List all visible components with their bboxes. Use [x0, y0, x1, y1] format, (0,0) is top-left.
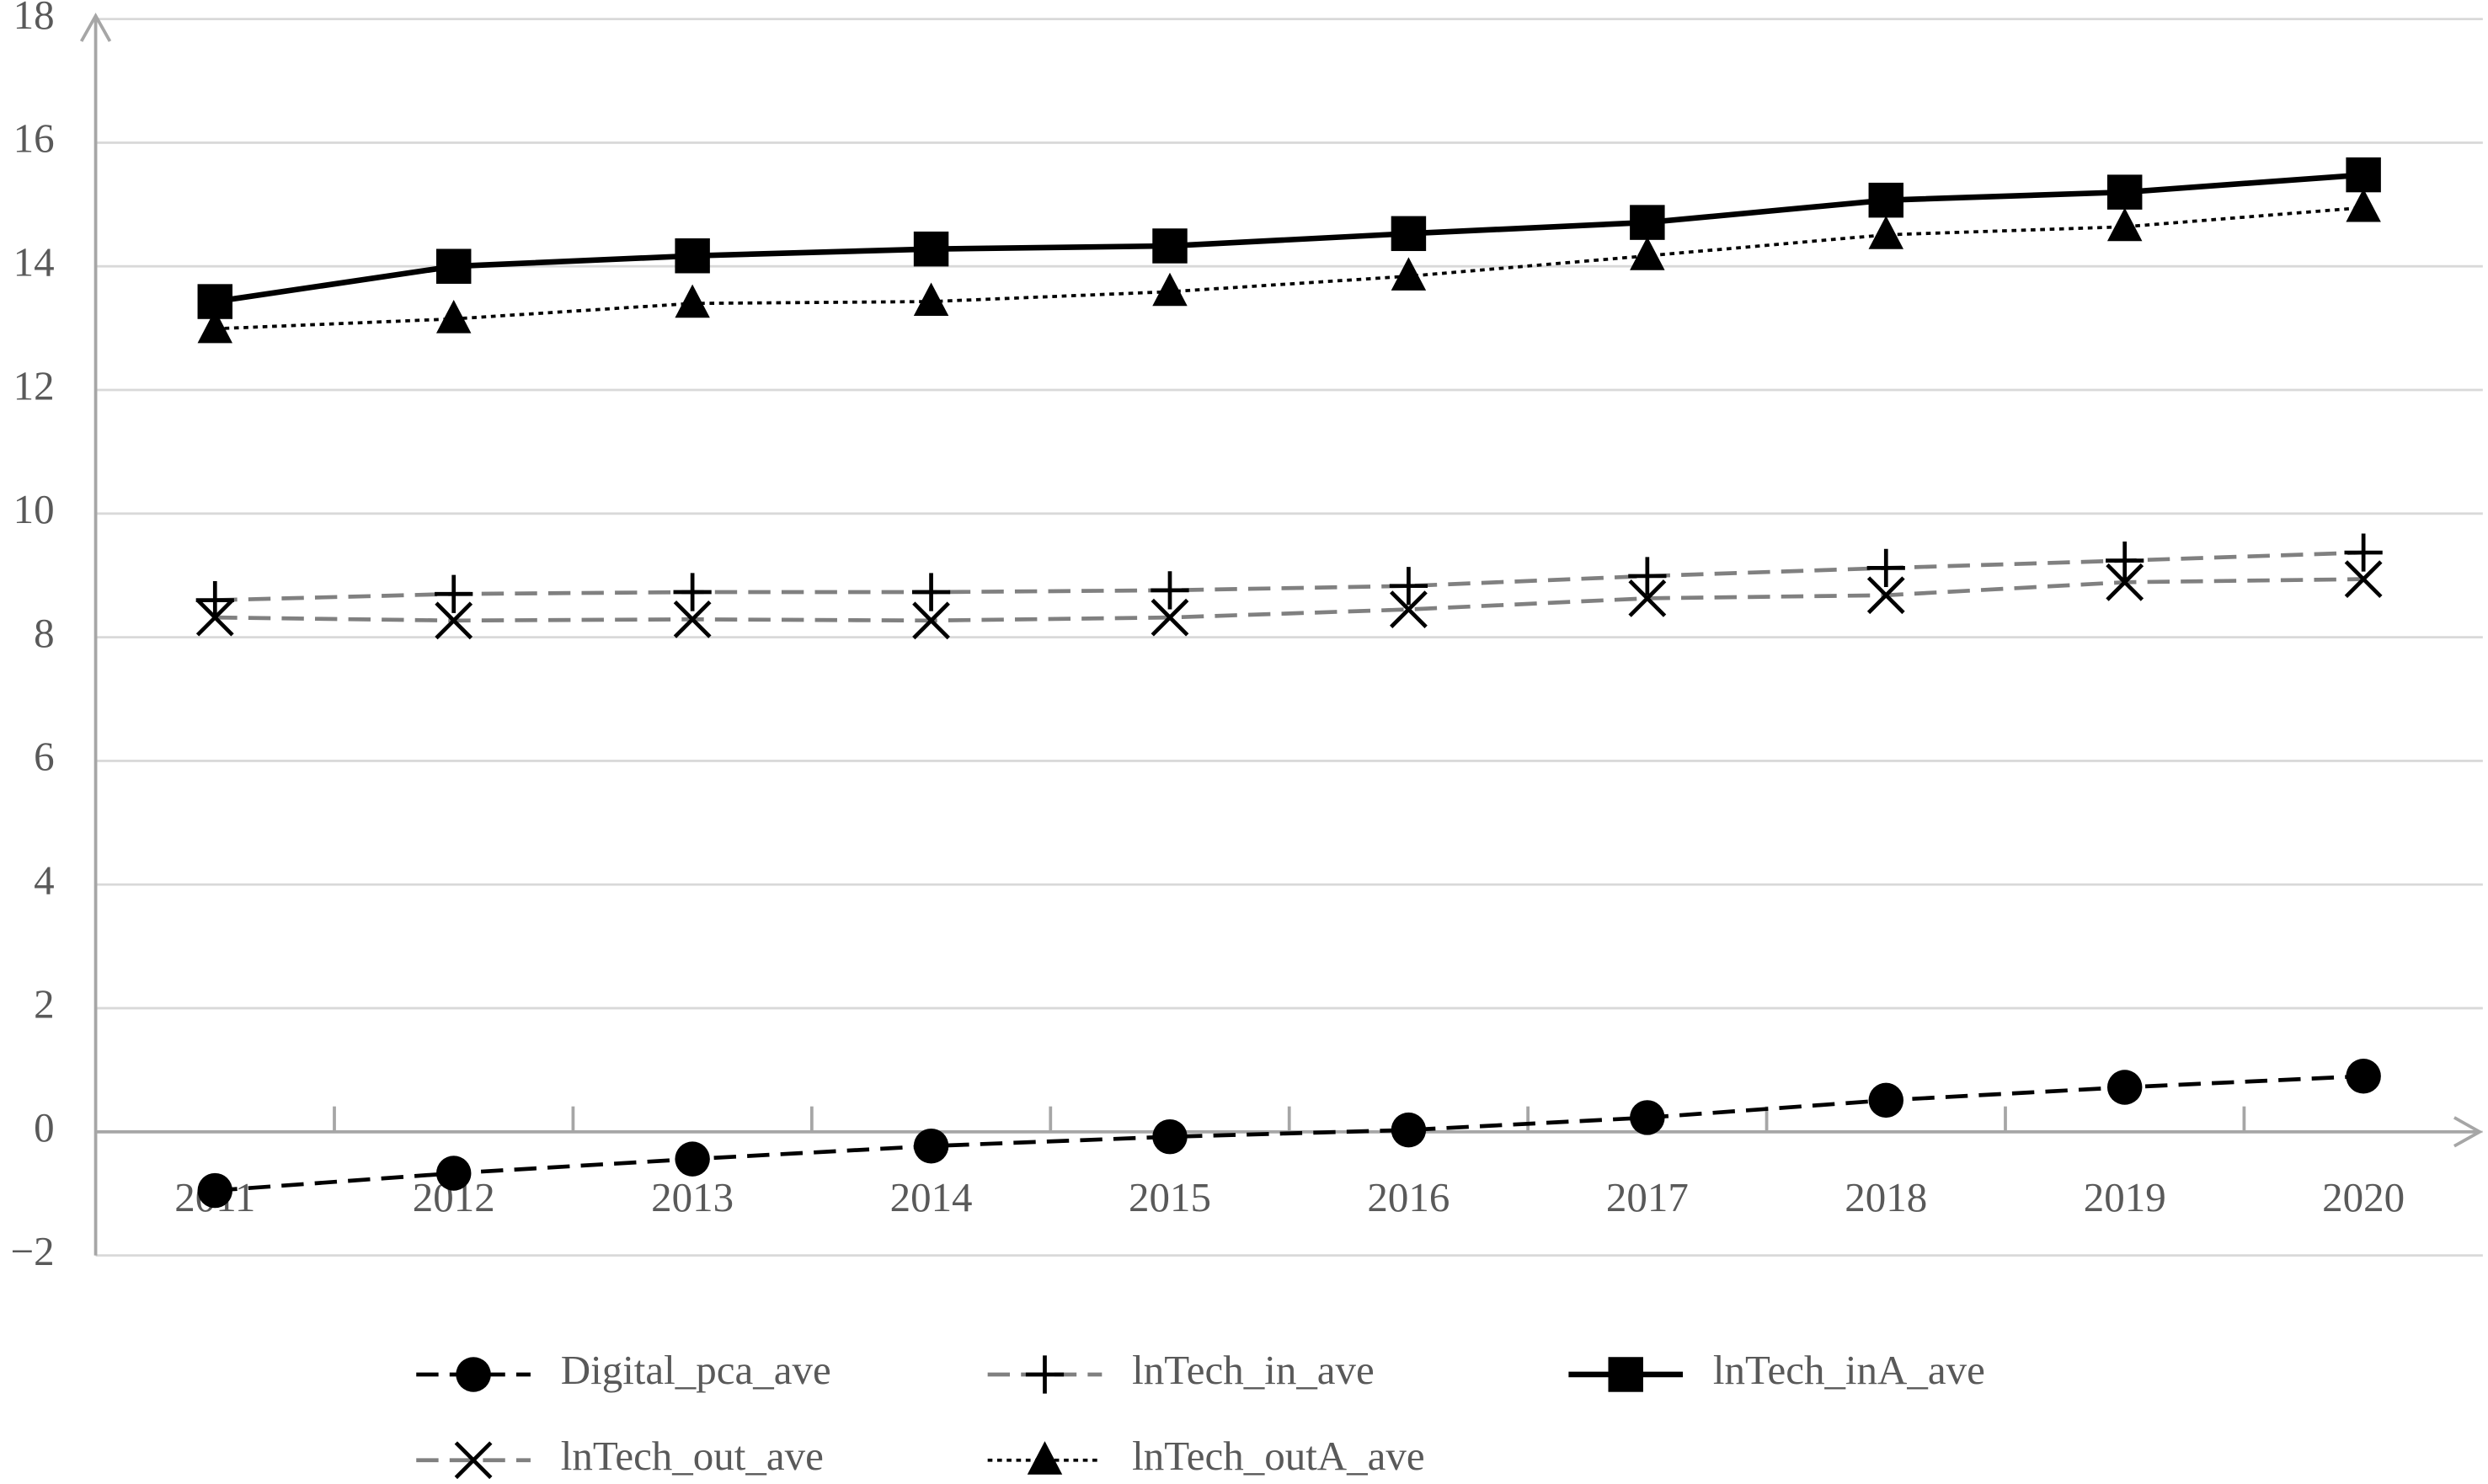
- data-point: [1866, 548, 1905, 588]
- y-tick-label: 12: [13, 362, 55, 408]
- data-point: [1868, 1082, 1904, 1118]
- data-point: [1866, 576, 1905, 615]
- y-tick-label: 4: [34, 857, 55, 903]
- legend-marker: [454, 1441, 493, 1480]
- data-point: [675, 284, 710, 318]
- data-point: [2346, 157, 2381, 193]
- data-point: [1628, 557, 1667, 595]
- series-line: [215, 1074, 2364, 1193]
- x-axis-arrow: [2453, 1116, 2483, 1148]
- legend-marker: [1027, 1441, 1063, 1475]
- y-axis-arrow: [79, 13, 112, 42]
- data-point: [1152, 1118, 1188, 1155]
- data-point: [1151, 571, 1189, 610]
- legend-marker: [1608, 1357, 1643, 1392]
- series-line: [215, 550, 2364, 602]
- y-tick-label: 14: [13, 238, 55, 285]
- y-tick-label: 16: [13, 115, 55, 162]
- x-tick-label: 2019: [2084, 1174, 2166, 1220]
- data-point: [2344, 560, 2383, 599]
- data-point: [673, 600, 712, 638]
- y-tick-label: 10: [13, 486, 55, 532]
- data-point: [913, 231, 949, 267]
- data-point: [2346, 1059, 2381, 1094]
- data-point: [195, 598, 234, 637]
- data-point: [1152, 228, 1188, 264]
- data-point: [1152, 272, 1188, 307]
- data-point: [2106, 563, 2144, 601]
- data-point: [913, 282, 949, 317]
- data-point: [2344, 533, 2383, 572]
- data-point: [2106, 1070, 2143, 1105]
- y-tick-label: 2: [34, 980, 55, 1027]
- data-point: [435, 248, 472, 284]
- data-point: [1868, 216, 1904, 249]
- data-point: [673, 573, 712, 611]
- data-point: [1389, 567, 1428, 606]
- data-point: [435, 601, 473, 640]
- legend-label: lnTech_inA_ave: [1713, 1347, 1985, 1393]
- data-point: [1391, 1112, 1427, 1148]
- data-point: [435, 574, 473, 613]
- data-point: [913, 1128, 949, 1164]
- legend-label: lnTech_in_ave: [1132, 1347, 1375, 1393]
- data-point: [1391, 257, 1427, 291]
- data-point: [195, 580, 234, 620]
- data-point: [675, 1141, 710, 1177]
- data-point: [2106, 207, 2143, 242]
- data-point: [1868, 182, 1904, 218]
- data-point: [1151, 598, 1189, 637]
- data-point: [1628, 579, 1667, 617]
- legend-marker: [456, 1357, 491, 1392]
- data-point: [2106, 541, 2144, 580]
- x-tick-label: 2015: [1129, 1174, 1211, 1220]
- data-point: [675, 238, 710, 274]
- data-point: [2106, 174, 2143, 210]
- y-tick-label: 0: [34, 1104, 55, 1150]
- legend-label: lnTech_outA_ave: [1132, 1433, 1425, 1479]
- legend-label: lnTech_out_ave: [561, 1433, 824, 1479]
- x-tick-label: 2017: [1606, 1174, 1689, 1220]
- data-point: [1391, 216, 1427, 252]
- legend-label: Digital_pca_ave: [561, 1347, 831, 1393]
- series-line: [215, 577, 2364, 623]
- series-line: [215, 206, 2364, 331]
- data-point: [435, 299, 472, 334]
- x-tick-label: 2014: [890, 1174, 973, 1220]
- y-tick-label: −2: [10, 1228, 54, 1274]
- data-point: [435, 1156, 472, 1191]
- data-point: [1630, 237, 1665, 270]
- x-tick-label: 2020: [2322, 1174, 2405, 1220]
- data-point: [1630, 1100, 1665, 1135]
- y-tick-label: 8: [34, 610, 55, 656]
- data-point: [2346, 188, 2381, 222]
- x-tick-label: 2013: [651, 1174, 734, 1220]
- data-point: [197, 1172, 233, 1209]
- x-tick-label: 2016: [1367, 1174, 1450, 1220]
- data-point: [1390, 590, 1428, 628]
- x-tick-label: 2018: [1845, 1174, 1927, 1220]
- data-point: [1630, 205, 1665, 240]
- legend-marker: [1025, 1355, 1065, 1394]
- y-tick-label: 6: [34, 734, 55, 780]
- y-tick-label: 18: [13, 0, 55, 38]
- data-point: [911, 573, 951, 611]
- data-point: [197, 309, 233, 344]
- series-line: [214, 172, 2364, 305]
- data-point: [912, 601, 950, 640]
